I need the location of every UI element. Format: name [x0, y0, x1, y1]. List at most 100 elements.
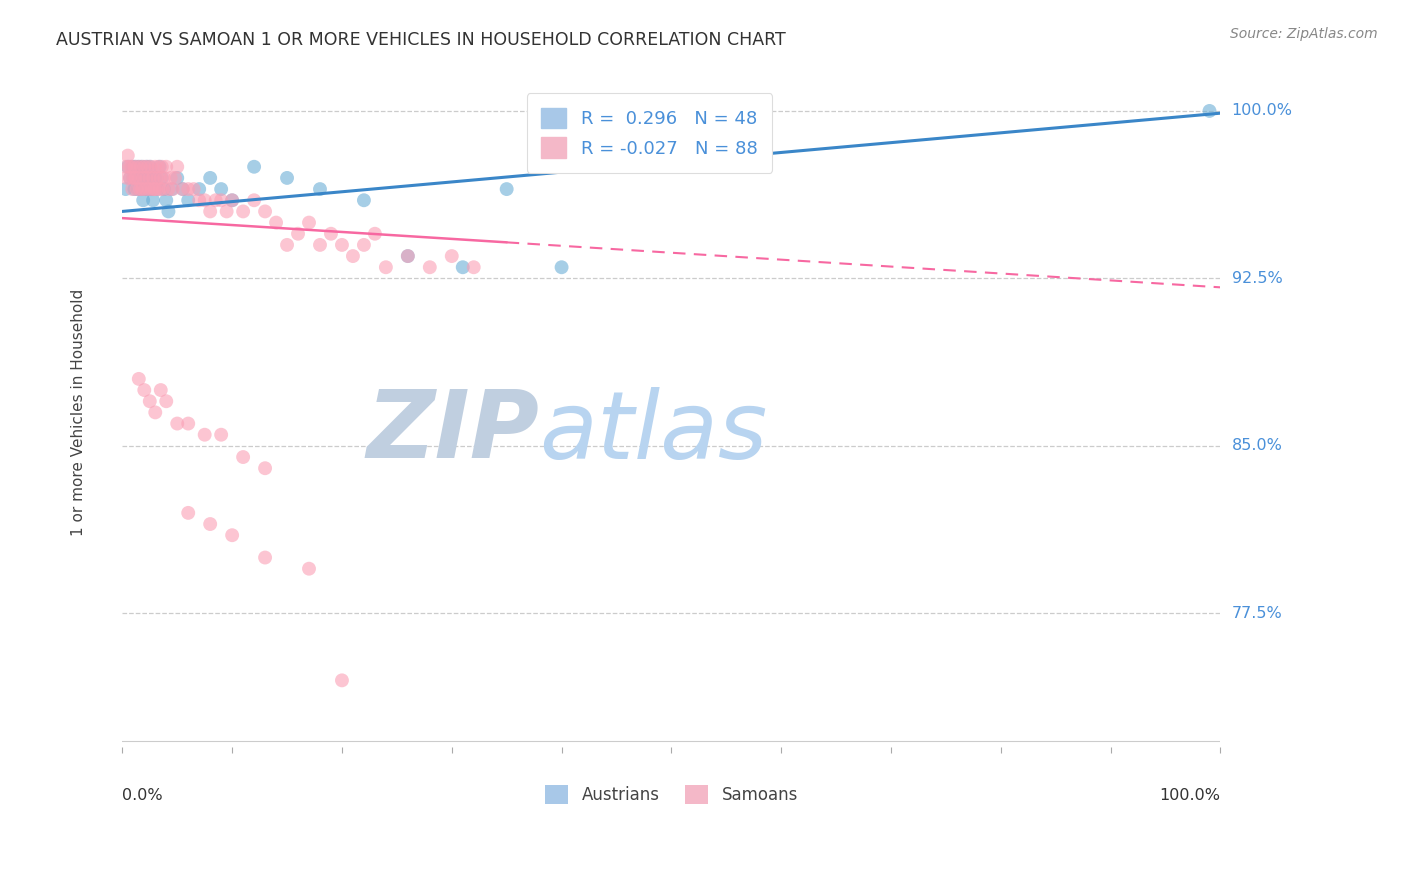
Text: 100.0%: 100.0% [1232, 103, 1292, 119]
Point [716, 160, 738, 174]
Point [198, 170, 221, 185]
Point [353, 238, 375, 252]
Point [221, 528, 243, 542]
Point [157, 182, 180, 196]
Point [166, 170, 188, 185]
Point [495, 182, 517, 196]
Point [131, 160, 153, 174]
Point [209, 427, 232, 442]
Legend: Austrians, Samoans: Austrians, Samoans [537, 777, 806, 813]
Point [134, 182, 156, 196]
Point [141, 182, 163, 196]
Point [139, 160, 162, 174]
Point [136, 160, 159, 174]
Point [134, 182, 156, 196]
Point [122, 170, 145, 185]
Point [254, 204, 277, 219]
Point [128, 170, 150, 185]
Point [141, 182, 163, 196]
Point [125, 170, 148, 185]
Point [188, 182, 211, 196]
Point [451, 260, 474, 275]
Point [120, 160, 142, 174]
Text: 85.0%: 85.0% [1232, 438, 1282, 453]
Text: Source: ZipAtlas.com: Source: ZipAtlas.com [1230, 27, 1378, 41]
Point [177, 417, 200, 431]
Point [153, 170, 176, 185]
Point [298, 216, 321, 230]
Point [162, 182, 184, 196]
Point [145, 182, 167, 196]
Point [309, 182, 332, 196]
Point [138, 182, 160, 196]
Point [135, 160, 157, 174]
Point [124, 182, 146, 196]
Text: atlas: atlas [540, 387, 768, 478]
Point [198, 516, 221, 531]
Point [131, 182, 153, 196]
Point [128, 160, 150, 174]
Point [129, 182, 152, 196]
Point [121, 182, 143, 196]
Point [183, 182, 205, 196]
Point [309, 238, 332, 252]
Point [319, 227, 342, 241]
Point [143, 160, 166, 174]
Point [396, 249, 419, 263]
Point [149, 383, 172, 397]
Point [330, 238, 353, 252]
Point [276, 170, 298, 185]
Point [121, 160, 143, 174]
Text: 0.0%: 0.0% [122, 788, 163, 803]
Point [254, 550, 277, 565]
Point [115, 170, 138, 185]
Point [124, 170, 146, 185]
Point [221, 194, 243, 208]
Point [143, 170, 166, 185]
Point [353, 194, 375, 208]
Point [177, 194, 200, 208]
Point [117, 148, 139, 162]
Point [142, 170, 165, 185]
Text: 1 or more Vehicles in Household: 1 or more Vehicles in Household [70, 289, 86, 536]
Point [128, 182, 150, 196]
Point [440, 249, 463, 263]
Point [204, 194, 226, 208]
Point [374, 260, 396, 275]
Point [364, 227, 387, 241]
Point [138, 182, 160, 196]
Point [122, 170, 145, 185]
Point [143, 405, 166, 419]
Point [243, 160, 266, 174]
Point [127, 182, 149, 196]
Point [118, 170, 141, 185]
Point [166, 417, 188, 431]
Point [139, 170, 162, 185]
Point [127, 160, 149, 174]
Point [215, 204, 238, 219]
Point [155, 194, 177, 208]
Point [157, 204, 180, 219]
Point [159, 170, 181, 185]
Point [150, 170, 173, 185]
Point [330, 673, 353, 688]
Point [419, 260, 441, 275]
Point [276, 238, 298, 252]
Point [155, 160, 177, 174]
Point [194, 427, 217, 442]
Point [136, 170, 159, 185]
Point [139, 170, 162, 185]
Point [124, 160, 146, 174]
Text: AUSTRIAN VS SAMOAN 1 OR MORE VEHICLES IN HOUSEHOLD CORRELATION CHART: AUSTRIAN VS SAMOAN 1 OR MORE VEHICLES IN… [56, 31, 786, 49]
Point [139, 160, 162, 174]
Point [150, 160, 173, 174]
Point [264, 216, 287, 230]
Point [118, 160, 141, 174]
Point [129, 160, 152, 174]
Point [153, 182, 176, 196]
Point [254, 461, 277, 475]
Text: 100.0%: 100.0% [1160, 788, 1220, 803]
Point [114, 160, 136, 174]
Point [209, 182, 232, 196]
Point [155, 394, 177, 409]
